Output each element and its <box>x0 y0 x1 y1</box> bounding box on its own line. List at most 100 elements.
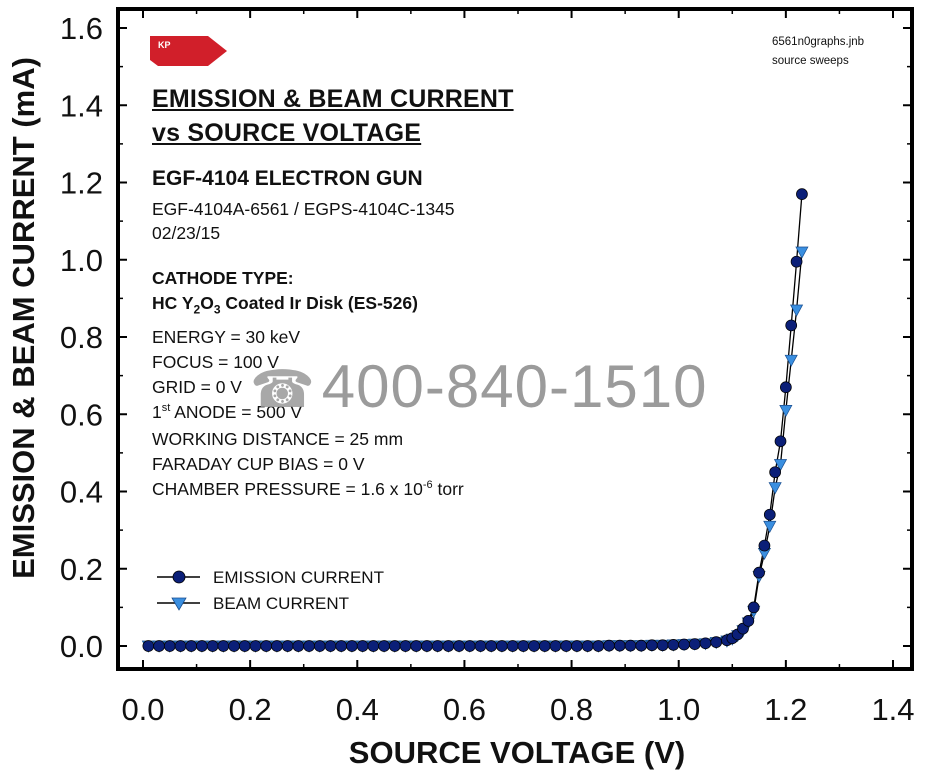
legend: EMISSION CURRENT BEAM CURRENT <box>157 568 384 613</box>
emission-point <box>271 640 283 652</box>
emission-point <box>699 637 712 650</box>
emission-point <box>324 640 337 652</box>
emission-point <box>753 566 765 579</box>
cathode-type-mid: O <box>200 293 214 313</box>
emission-point <box>796 188 808 200</box>
emission-point <box>281 640 294 652</box>
beam-point <box>768 482 782 495</box>
emission-point <box>356 640 369 652</box>
x-tick-label: 1.0 <box>657 692 700 727</box>
emission-point <box>185 640 198 652</box>
emission-point <box>592 640 605 652</box>
legend-marker-beam <box>171 597 187 611</box>
x-tick-labels: 0.0 0.2 0.4 0.6 0.8 1.0 1.2 1.4 <box>121 692 914 727</box>
x-tick-label: 1.2 <box>764 692 807 727</box>
emission-point <box>399 640 412 652</box>
emission-point <box>790 255 803 268</box>
y-ticks <box>118 27 912 647</box>
emission-point <box>367 640 380 652</box>
legend-marker-emission <box>172 570 186 584</box>
emission-point <box>646 639 658 652</box>
y-tick-label: 1.2 <box>60 166 103 201</box>
x-tick-label: 0.4 <box>336 692 379 727</box>
emission-point <box>688 638 701 650</box>
cathode-label: CATHODE TYPE: <box>152 268 294 288</box>
emission-point <box>442 640 455 652</box>
emission-point <box>758 539 771 552</box>
plot-border <box>116 7 914 671</box>
corner-note-desc: source sweeps <box>772 55 849 67</box>
cathode-type-post: Coated Ir Disk (ES-526) <box>220 293 418 313</box>
kp-logo: KP <box>150 36 227 66</box>
test-date: 02/23/15 <box>152 223 221 243</box>
param-grid: GRID = 0 V <box>152 377 242 397</box>
emission-point <box>174 640 187 652</box>
phone-icon: ☎ <box>250 361 316 419</box>
legend-label-beam: BEAM CURRENT <box>213 594 349 613</box>
x-tick-label: 1.4 <box>871 692 914 727</box>
beam-point <box>773 459 788 472</box>
beam-point <box>795 246 809 259</box>
y-tick-label: 1.6 <box>60 11 103 46</box>
emission-point <box>346 640 358 652</box>
cathode-type: HC Y2O3 Coated Ir Disk (ES-526) <box>152 293 418 317</box>
emission-point <box>313 640 326 652</box>
watermark: ☎ 400-840-1510 <box>250 352 707 421</box>
emission-point <box>549 640 562 652</box>
param-anode: 1st ANODE = 500 V <box>152 402 302 423</box>
emission-point <box>249 640 262 652</box>
param-pressure-sup: -6 <box>422 479 433 492</box>
x-axis-label: SOURCE VOLTAGE (V) <box>349 735 685 770</box>
chart-title-line-1: EMISSION & BEAM CURRENT <box>152 85 514 113</box>
gun-title: EGF-4104 ELECTRON GUN <box>152 167 423 190</box>
emission-point <box>260 640 273 652</box>
emission-point <box>485 640 498 652</box>
param-faraday: FARADAY CUP BIAS = 0 V <box>152 454 365 474</box>
emission-point <box>656 639 669 652</box>
emission-point <box>780 381 792 394</box>
emission-point <box>410 640 423 652</box>
x-tick-label: 0.8 <box>550 692 593 727</box>
beam-point <box>784 354 798 367</box>
y-tick-label: 0.4 <box>60 475 103 510</box>
beam-point <box>789 304 804 317</box>
corner-note-file: 6561n0graphs.jnb <box>772 36 865 48</box>
cathode-type-sub1: 2 <box>193 302 201 317</box>
param-energy: ENERGY = 30 keV <box>152 327 301 347</box>
emission-point <box>238 640 251 652</box>
y-tick-label: 0.6 <box>60 397 103 432</box>
emission-point <box>163 640 176 652</box>
y-tick-label: 0.8 <box>60 320 103 355</box>
param-focus: FOCUS = 100 V <box>152 352 279 372</box>
plot-frame <box>116 7 914 671</box>
logo-text: KP <box>158 40 171 50</box>
x-ticks <box>142 9 894 669</box>
watermark-text: 400-840-1510 <box>321 353 708 420</box>
x-tick-label: 0.2 <box>229 692 272 727</box>
emission-point <box>303 640 315 652</box>
emission-point <box>292 640 305 652</box>
emission-point <box>538 640 551 652</box>
emission-point <box>603 639 615 652</box>
gun-models: EGF-4104A-6561 / EGPS-4104C-1345 <box>152 199 455 219</box>
chart-title-line-2: vs SOURCE VOLTAGE <box>152 119 422 147</box>
emission-point <box>742 615 755 627</box>
emission-point <box>774 435 787 448</box>
legend-label-emission: EMISSION CURRENT <box>213 568 384 587</box>
emission-point <box>624 639 637 652</box>
logo-shape <box>150 36 227 66</box>
emission-point <box>528 640 540 652</box>
emission-point <box>431 640 444 652</box>
y-tick-label: 1.0 <box>60 243 103 278</box>
emission-point <box>581 640 594 652</box>
emission-point <box>474 640 487 652</box>
beam-point <box>779 405 793 418</box>
param-anode-sup: st <box>161 402 171 415</box>
param-anode-post: ANODE = 500 V <box>170 402 303 422</box>
emission-point <box>678 638 690 651</box>
emission-point <box>142 640 155 652</box>
y-axis-label: EMISSION & BEAM CURRENT (mA) <box>6 57 41 579</box>
emission-point <box>228 640 240 652</box>
emission-point <box>763 508 776 521</box>
